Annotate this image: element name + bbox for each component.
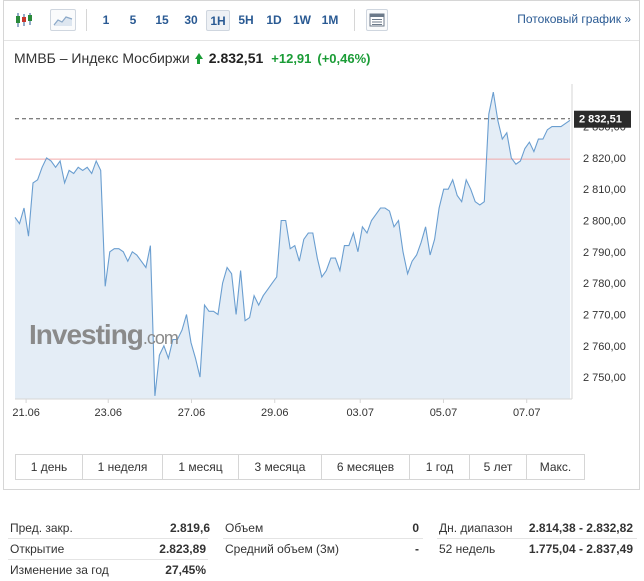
range-6-months[interactable]: 6 месяцев (322, 455, 410, 479)
y-tick-label: 2 770,00 (583, 309, 626, 321)
range-1-day[interactable]: 1 день (16, 455, 83, 479)
stat-value: 0 (412, 521, 419, 535)
streaming-chart-link[interactable]: Потоковый график » (517, 12, 631, 26)
table-icon[interactable] (366, 9, 388, 31)
stat-label: Объем (225, 521, 264, 535)
stat-label: Пред. закр. (10, 521, 73, 535)
y-tick-label: 2 800,00 (583, 216, 626, 228)
range-1-month[interactable]: 1 месяц (163, 455, 239, 479)
range-1-week[interactable]: 1 неделя (83, 455, 163, 479)
interval-30[interactable]: 30 (184, 13, 198, 27)
price-area-fill (15, 92, 570, 399)
stat-value: 2.823,89 (159, 542, 206, 556)
instrument-name: ММВБ – Индекс Мосбиржи (14, 50, 190, 66)
price-change-percent: (+0,46%) (317, 50, 371, 66)
toolbar-divider (354, 9, 355, 31)
stat-prev-close: Пред. закр. 2.819,6 (10, 518, 210, 538)
stat-label: Дн. диапазон (439, 521, 513, 535)
x-tick-label: 03.07 (346, 407, 374, 419)
interval-1w[interactable]: 1W (293, 13, 311, 27)
interval-1d[interactable]: 1D (266, 13, 282, 27)
price-line (14, 91, 571, 396)
x-tick-label: 27.06 (178, 407, 206, 419)
investing-watermark: Investing.com (29, 319, 178, 350)
stat-label: Открытие (10, 542, 65, 556)
interval-1h[interactable]: 1H (206, 10, 230, 31)
area-chart-icon[interactable] (50, 9, 76, 31)
interval-1[interactable]: 1 (102, 13, 110, 27)
stat-open: Открытие 2.823,89 (10, 539, 206, 559)
stat-value: 27,45% (165, 563, 206, 577)
range-selector: 1 день 1 неделя 1 месяц 3 месяца 6 месяц… (15, 454, 585, 480)
up-arrow-icon (194, 52, 203, 64)
interval-5h[interactable]: 5H (238, 13, 254, 27)
x-tick-label: 23.06 (94, 407, 122, 419)
x-tick-label: 21.06 (12, 407, 40, 419)
stat-label: Изменение за год (10, 563, 109, 577)
stat-year-change: Изменение за год 27,45% (10, 560, 206, 580)
range-1-year[interactable]: 1 год (410, 455, 470, 479)
chart-widget: 1 5 15 30 1H 5H 1D 1W 1M Потоковый графи… (3, 0, 640, 490)
x-tick-label: 05.07 (430, 407, 458, 419)
interval-1m[interactable]: 1M (321, 13, 339, 27)
y-tick-label: 2 780,00 (583, 278, 626, 290)
y-tick-label: 2 750,00 (583, 372, 626, 384)
price-change: +12,91 (271, 50, 312, 66)
stat-value: 1.775,04 - 2.837,49 (528, 542, 633, 556)
x-tick-label: 29.06 (261, 407, 289, 419)
stat-avg-volume: Средний объем (3м) - (225, 539, 419, 559)
interval-15[interactable]: 15 (155, 13, 169, 27)
candlestick-icon[interactable] (13, 9, 35, 31)
y-tick-label: 2 820,00 (583, 153, 626, 165)
current-price-label: 2 832,51 (574, 110, 631, 128)
chart-toolbar: 1 5 15 30 1H 5H 1D 1W 1M Потоковый графи… (4, 1, 639, 41)
interval-5[interactable]: 5 (129, 13, 137, 27)
stat-label: Средний объем (3м) (225, 542, 339, 556)
stat-day-range: Дн. диапазон 2.814,38 - 2.832,82 (439, 518, 633, 538)
instrument-header: ММВБ – Индекс Мосбиржи 2.832,51 +12,91 (… (14, 48, 371, 68)
stat-52-week: 52 недель 1.775,04 - 2.837,49 (439, 539, 633, 559)
stat-value: - (415, 542, 419, 556)
range-max[interactable]: Макс. (539, 460, 572, 474)
y-tick-label: 2 760,00 (583, 341, 626, 353)
range-5-years[interactable]: 5 лет (470, 455, 527, 479)
price-chart: 2 750,00 2 760,00 2 770,00 2 780,00 2 790,00… (12, 84, 631, 419)
stat-value: 2.814,38 - 2.832,82 (528, 521, 633, 535)
y-tick-label: 2 810,00 (583, 184, 626, 196)
last-price: 2.832,51 (208, 50, 264, 66)
stat-label: 52 недель (439, 542, 496, 556)
current-price-text: 2 832,51 (579, 114, 622, 126)
range-3-months[interactable]: 3 месяца (239, 455, 322, 479)
stat-volume: Объем 0 (225, 518, 419, 538)
toolbar-divider (86, 9, 87, 31)
stat-value: 2.819,6 (169, 521, 210, 535)
y-tick-label: 2 790,00 (583, 247, 626, 259)
x-tick-label: 07.07 (513, 407, 541, 419)
